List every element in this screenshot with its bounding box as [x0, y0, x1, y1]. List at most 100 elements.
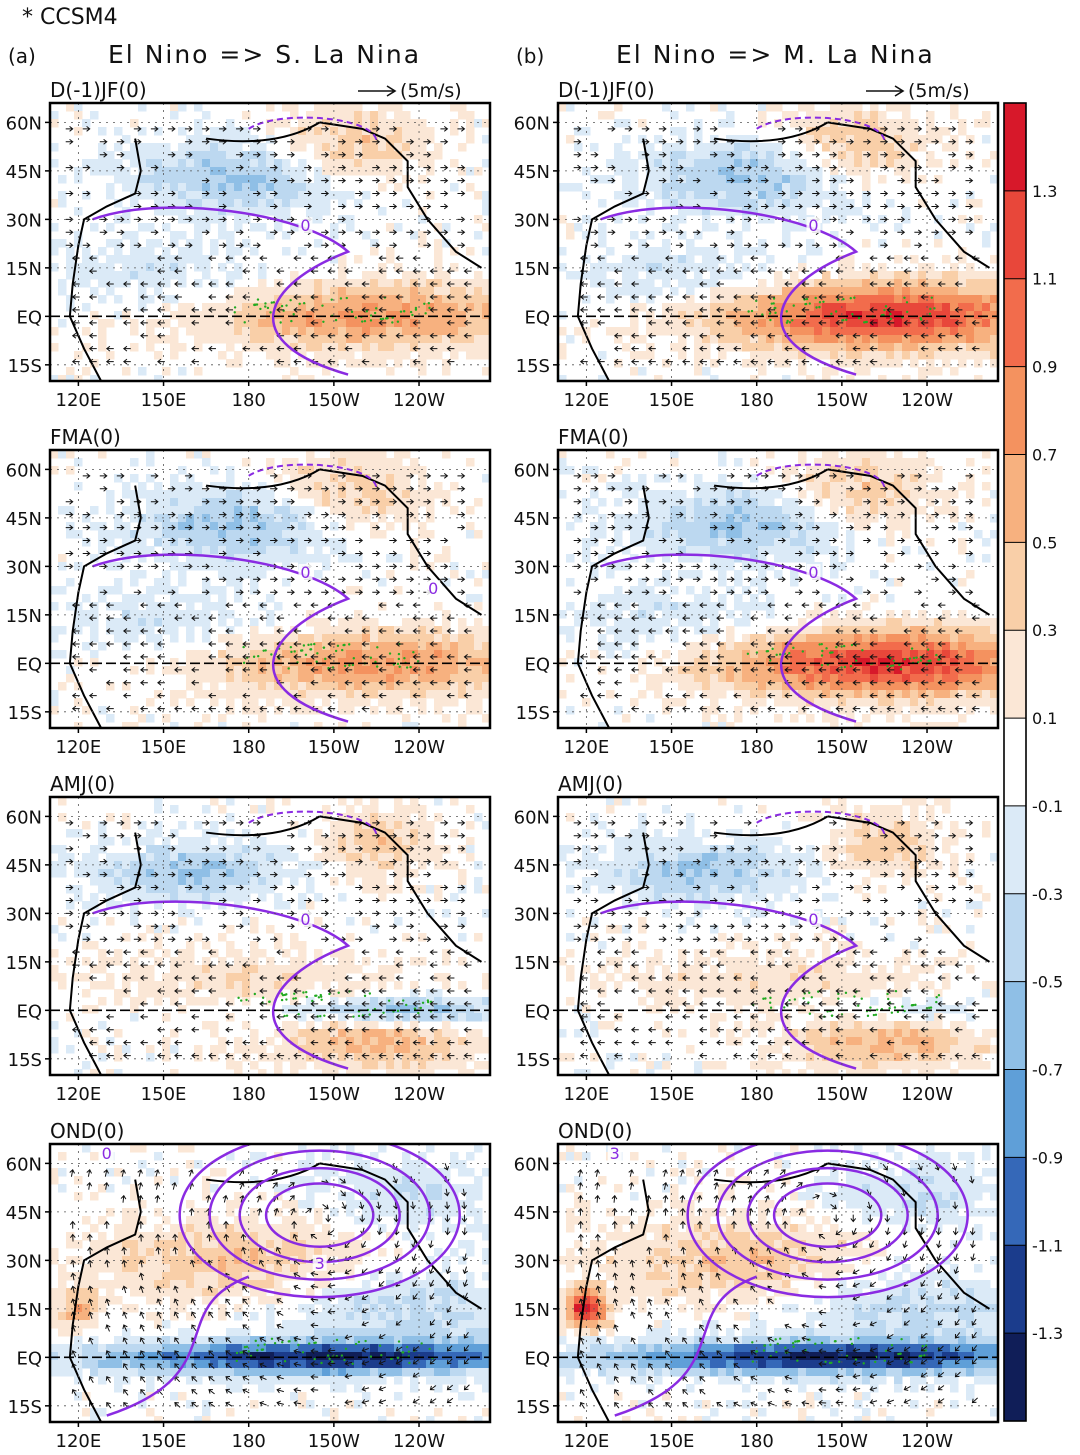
sst-cell	[154, 482, 163, 491]
sst-cell	[870, 343, 879, 352]
sst-cell	[966, 287, 975, 296]
sst-cell	[226, 359, 235, 368]
sst-cell	[450, 287, 459, 296]
sst-cell	[910, 498, 919, 507]
sst-cell	[378, 674, 387, 683]
sst-cell	[218, 159, 227, 168]
wind-vector	[202, 126, 209, 131]
sst-cell	[210, 159, 219, 168]
sst-cell	[234, 327, 243, 336]
wind-vector	[219, 243, 226, 248]
significance-dot	[409, 666, 411, 668]
sst-cell	[402, 714, 411, 723]
sst-cell	[838, 175, 847, 184]
sst-cell	[434, 482, 443, 491]
sst-cell	[694, 594, 703, 603]
sst-cell	[622, 618, 631, 627]
wind-vector	[100, 230, 107, 235]
sst-cell	[186, 530, 195, 539]
sst-cell	[186, 159, 195, 168]
sst-cell	[378, 327, 387, 336]
sst-cell	[606, 610, 615, 619]
sst-cell	[830, 151, 839, 160]
sst-cell	[646, 530, 655, 539]
sst-cell	[702, 610, 711, 619]
sst-cell	[878, 111, 887, 120]
sst-cell	[862, 327, 871, 336]
sst-cell	[106, 618, 115, 627]
sst-cell	[830, 498, 839, 507]
sst-cell	[830, 351, 839, 360]
sst-cell	[170, 263, 179, 272]
sst-cell	[750, 522, 759, 531]
sst-cell	[386, 698, 395, 707]
sst-cell	[226, 658, 235, 667]
sst-cell	[474, 674, 483, 683]
sst-cell	[790, 175, 799, 184]
sst-cell	[982, 279, 991, 288]
sst-cell	[638, 287, 647, 296]
sst-cell	[458, 714, 467, 723]
sst-cell	[370, 618, 379, 627]
sst-cell	[58, 554, 67, 563]
sst-cell	[394, 466, 403, 475]
significance-dot	[851, 313, 853, 315]
sst-cell	[918, 351, 927, 360]
sst-cell	[130, 618, 139, 627]
sst-cell	[314, 167, 323, 176]
sst-cell	[218, 634, 227, 643]
sst-cell	[186, 650, 195, 659]
sst-cell	[202, 199, 211, 208]
sst-cell	[106, 351, 115, 360]
sst-cell	[974, 295, 983, 304]
sst-cell	[702, 506, 711, 515]
sst-cell	[210, 175, 219, 184]
sst-cell	[314, 634, 323, 643]
sst-cell	[282, 295, 291, 304]
sst-cell	[622, 151, 631, 160]
sst-cell	[178, 191, 187, 200]
sst-cell	[958, 271, 967, 280]
sst-cell	[846, 159, 855, 168]
sst-cell	[466, 634, 475, 643]
sst-cell	[170, 474, 179, 483]
sst-cell	[442, 546, 451, 555]
sst-cell	[266, 151, 275, 160]
sst-cell	[782, 530, 791, 539]
sst-cell	[766, 498, 775, 507]
sst-cell	[402, 175, 411, 184]
sst-cell	[98, 247, 107, 256]
sst-cell	[346, 103, 355, 112]
sst-cell	[234, 690, 243, 699]
sst-cell	[854, 135, 863, 144]
sst-cell	[106, 287, 115, 296]
sst-cell	[178, 103, 187, 112]
sst-cell	[194, 327, 203, 336]
sst-cell	[854, 295, 863, 304]
sst-cell	[146, 247, 155, 256]
sst-cell	[234, 359, 243, 368]
sst-cell	[902, 466, 911, 475]
sst-cell	[194, 255, 203, 264]
sst-cell	[170, 634, 179, 643]
wind-vector	[66, 191, 73, 196]
wind-vector	[304, 243, 311, 248]
wind-vector	[615, 307, 622, 312]
sst-cell	[710, 263, 719, 272]
sst-cell	[726, 183, 735, 192]
sst-cell	[378, 151, 387, 160]
sst-cell	[402, 287, 411, 296]
sst-cell	[58, 191, 67, 200]
sst-cell	[210, 199, 219, 208]
sst-cell	[250, 658, 259, 667]
sst-cell	[638, 335, 647, 344]
sst-cell	[218, 223, 227, 232]
sst-cell	[662, 183, 671, 192]
sst-cell	[774, 143, 783, 152]
sst-cell	[910, 119, 919, 128]
sst-cell	[370, 167, 379, 176]
sst-cell	[458, 167, 467, 176]
sst-cell	[630, 183, 639, 192]
sst-cell	[154, 530, 163, 539]
sst-cell	[282, 554, 291, 563]
